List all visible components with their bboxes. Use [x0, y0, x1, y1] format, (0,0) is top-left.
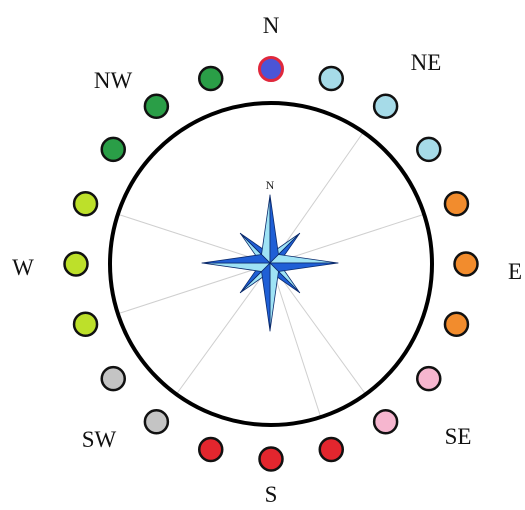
- compass-spoke: [270, 131, 364, 265]
- direction-marker: [416, 365, 442, 392]
- compass-spoke: [117, 213, 272, 265]
- direction-marker: [372, 93, 399, 119]
- direction-marker: [443, 190, 470, 217]
- label-n: N: [263, 13, 280, 38]
- compass-ring: [108, 101, 434, 427]
- direction-marker: [100, 365, 126, 392]
- direction-marker: [143, 93, 170, 119]
- label-nw: NW: [94, 68, 133, 93]
- direction-marker: [453, 251, 479, 277]
- direction-marker: [197, 436, 224, 463]
- rose-point: [269, 254, 339, 264]
- rose-point: [269, 262, 339, 272]
- direction-marker: [318, 65, 345, 92]
- direction-markers: [63, 56, 479, 472]
- direction-marker: [258, 446, 284, 472]
- label-sw: SW: [82, 427, 117, 452]
- compass-rose-icon: [201, 194, 339, 332]
- direction-marker: [100, 136, 126, 163]
- rose-point: [261, 262, 271, 332]
- direction-marker: [72, 311, 99, 338]
- direction-marker: [416, 136, 442, 163]
- direction-marker: [197, 65, 224, 92]
- compass-spoke: [175, 263, 272, 395]
- compass-spokes: [117, 131, 425, 418]
- direction-marker: [72, 190, 99, 217]
- compass-spoke: [270, 263, 367, 395]
- compass-spoke: [270, 263, 322, 418]
- rose-point: [201, 254, 271, 264]
- direction-marker: [143, 409, 170, 435]
- compass-spoke: [117, 263, 272, 315]
- direction-marker: [258, 56, 284, 82]
- rose-point: [261, 194, 271, 264]
- label-se: SE: [445, 424, 472, 449]
- rose-point: [269, 262, 279, 332]
- rose-point: [269, 194, 279, 264]
- direction-marker: [63, 251, 89, 277]
- compass-spoke: [270, 213, 425, 265]
- direction-marker: [372, 409, 399, 435]
- label-e: E: [508, 259, 522, 284]
- compass-inner-north-label: N: [266, 178, 275, 192]
- label-w: W: [12, 255, 34, 280]
- direction-marker: [318, 436, 345, 463]
- label-ne: NE: [411, 50, 442, 75]
- label-s: S: [265, 482, 278, 507]
- rose-point: [201, 262, 271, 272]
- direction-marker: [443, 311, 470, 338]
